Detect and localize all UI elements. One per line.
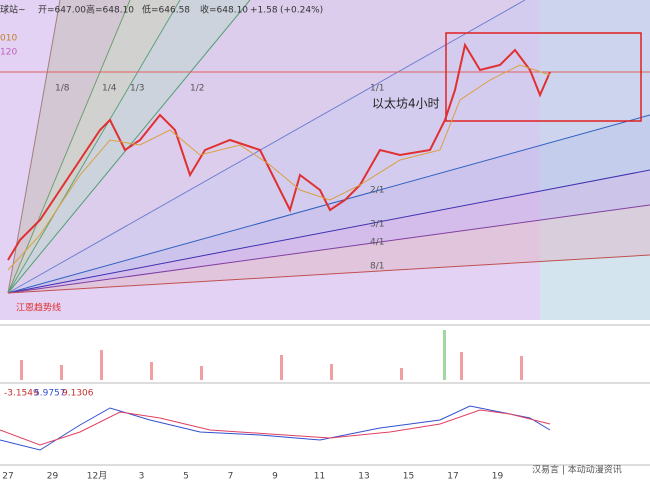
change: +1.58 — [250, 6, 278, 16]
x-label: 13 — [358, 472, 369, 482]
x-label: 15 — [403, 472, 414, 482]
x-label: 27 — [2, 472, 13, 482]
fan-label: 1/3 — [130, 84, 144, 94]
macd-line — [0, 405, 551, 451]
open: 开=647.00 — [38, 5, 86, 16]
x-label: 11 — [314, 472, 325, 482]
symbol: 球站~ — [0, 4, 26, 16]
close: 收=648.10 — [200, 4, 248, 16]
fan-label: 1/2 — [190, 84, 204, 94]
trendline-label: 江恩趋势线 — [16, 302, 61, 314]
high: 高=648.10 — [86, 4, 134, 16]
fan-label: 8/1 — [370, 262, 384, 272]
macd-value: 5.9757 — [34, 389, 66, 399]
x-label: 12月 — [87, 471, 107, 482]
macd-value: 9.1306 — [62, 389, 94, 399]
fan-label: 4/1 — [370, 238, 384, 248]
x-label: 3 — [139, 472, 145, 482]
x-label: 5 — [183, 472, 189, 482]
change-pct: (+0.24%) — [280, 6, 323, 16]
low: 低=646.58 — [142, 4, 190, 16]
fan-label: 3/1 — [370, 220, 384, 230]
annotation: 以太坊4小时 — [372, 96, 440, 111]
x-label: 29 — [47, 472, 59, 482]
ma-line — [7, 64, 551, 271]
x-label: 17 — [447, 472, 458, 482]
gann-fan — [7, 0, 650, 294]
macd-value: -3.1549 — [4, 389, 39, 399]
x-label: 7 — [228, 472, 234, 482]
fan-label: 1/8 — [55, 84, 70, 94]
side-label: 120 — [0, 48, 17, 58]
x-label: 19 — [492, 472, 504, 482]
signal-line — [0, 409, 551, 446]
highlight-box — [445, 32, 642, 122]
side-label: 010 — [0, 34, 17, 44]
x-label: 9 — [272, 472, 278, 482]
volume-bars — [20, 330, 523, 380]
fan-label: 1/4 — [102, 84, 117, 94]
fan-label: 2/1 — [370, 186, 384, 196]
price-path — [7, 42, 551, 261]
watermark: 汉易言 | 本动动漫资讯 — [532, 464, 622, 476]
fan-label: 1/1 — [370, 84, 384, 94]
